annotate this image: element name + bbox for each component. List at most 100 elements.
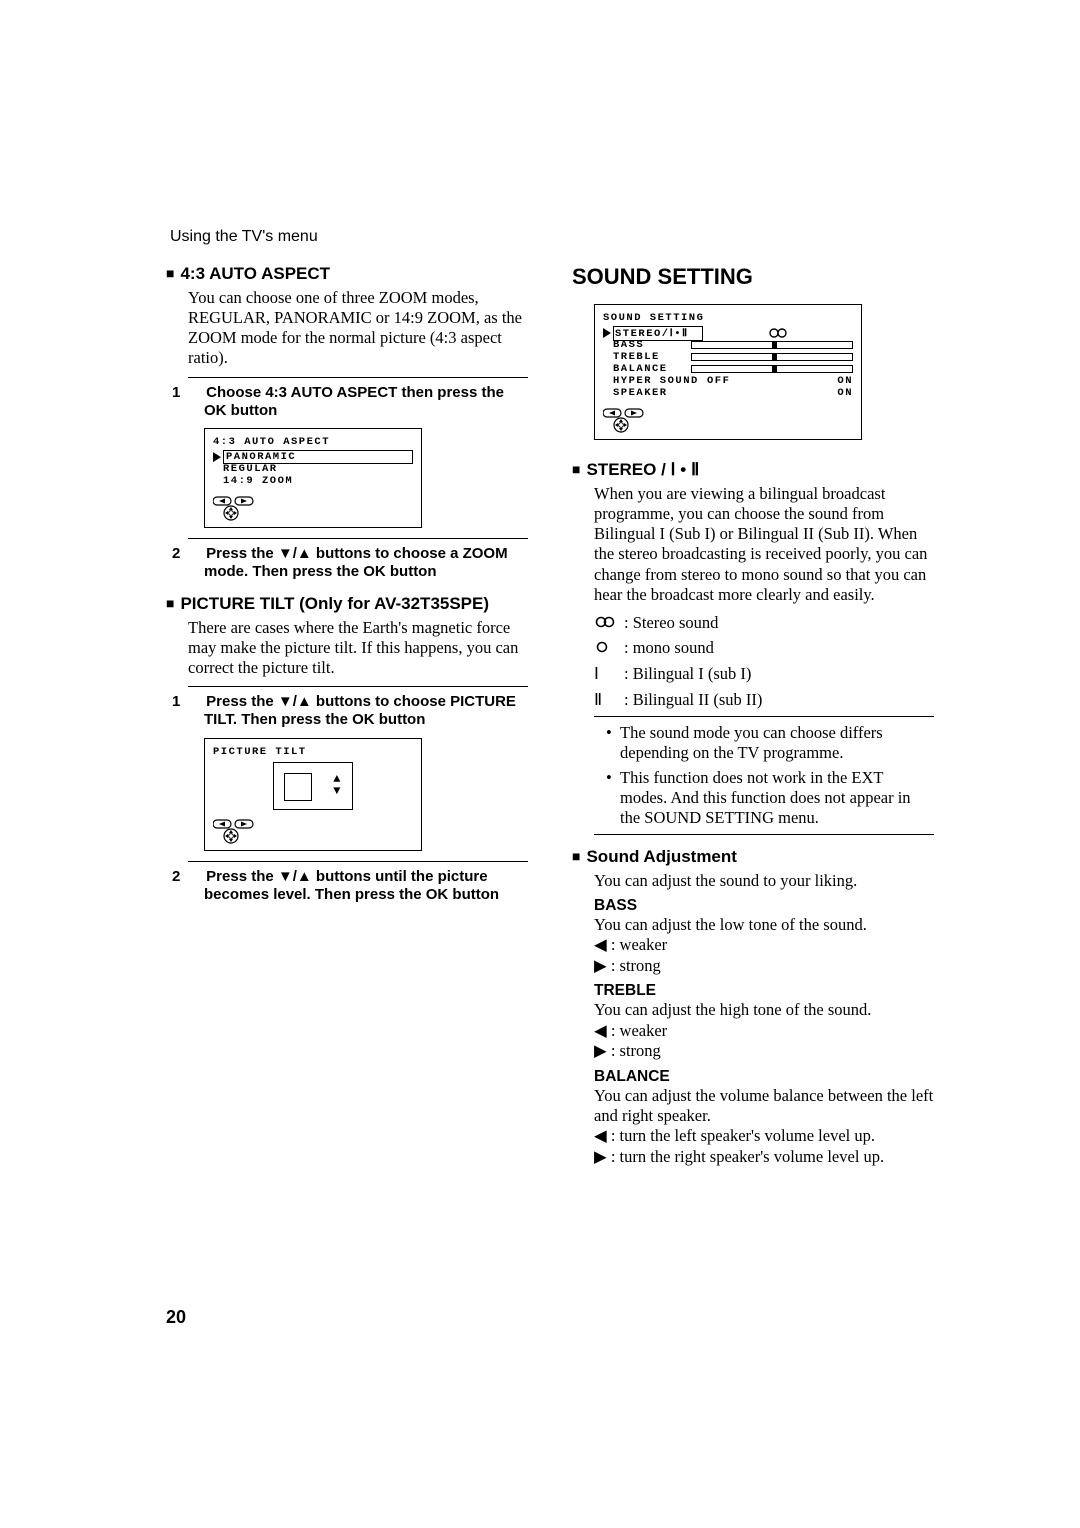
list-item: : Stereo sound <box>594 613 934 634</box>
osd-row: 14:9 ZOOM <box>213 475 413 487</box>
square-bullet-icon: ■ <box>166 595 174 611</box>
square-bullet-icon: ■ <box>572 848 580 864</box>
balance-body: You can adjust the volume balance betwee… <box>572 1086 934 1126</box>
stereo-notes: •The sound mode you can choose differs d… <box>572 723 934 828</box>
left-arrow-icon: ◀ <box>594 935 607 956</box>
left-arrow-icon: ◀ <box>594 1126 607 1147</box>
auto-aspect-step-1: 1 Choose 4:3 AUTO ASPECT then press the … <box>166 384 528 421</box>
balance-right: ▶ : turn the right speaker's volume leve… <box>572 1147 934 1168</box>
list-item: Ⅰ : Bilingual I (sub I) <box>594 664 934 685</box>
arrow-label: : turn the right speaker's volume level … <box>607 1147 884 1166</box>
right-column: SOUND SETTING SOUND SETTING STEREO/Ⅰ•Ⅱ B… <box>572 264 934 1167</box>
list-label: : Bilingual I (sub I) <box>624 664 751 685</box>
osd-row-selected: PANORAMIC <box>213 451 413 463</box>
osd-row: BALANCE <box>603 363 853 375</box>
note-text: The sound mode you can choose differs de… <box>620 723 934 763</box>
ok-label: OK <box>363 563 386 580</box>
balance-heading: BALANCE <box>572 1068 934 1086</box>
left-arrow-icon: ◀ <box>594 1021 607 1042</box>
square-bullet-icon: ■ <box>572 461 580 477</box>
osd-nav-icon <box>213 495 413 521</box>
page-number: 20 <box>166 1307 186 1328</box>
osd-label: SPEAKER <box>613 387 703 399</box>
heading-text: PICTURE TILT (Only for AV-32T35SPE) <box>180 594 489 614</box>
osd-label: HYPER SOUND <box>613 375 703 387</box>
arrow-label: : turn the left speaker's volume level u… <box>607 1126 875 1145</box>
osd-title: PICTURE TILT <box>213 746 413 758</box>
bilingual-2-icon: Ⅱ <box>594 690 624 711</box>
stereo-body: When you are viewing a bilingual broadca… <box>572 484 934 605</box>
step-number: 1 <box>188 693 202 711</box>
osd-opt: 14:9 ZOOM <box>223 475 293 487</box>
divider <box>188 538 528 539</box>
osd-value: OFFON <box>703 375 853 387</box>
step-number: 1 <box>188 384 202 402</box>
list-label: : Bilingual II (sub II) <box>624 690 762 711</box>
osd-label: TREBLE <box>613 351 691 363</box>
treble-heading: TREBLE <box>572 982 934 1000</box>
tilt-arrows-icon: ▲▼ <box>333 773 342 797</box>
osd-selected: PANORAMIC <box>223 450 413 464</box>
step-text-c: button <box>375 711 426 728</box>
osd-row: BASS <box>603 339 853 351</box>
down-up-icon: ▼/▲ <box>278 868 312 885</box>
slider-icon <box>691 365 853 373</box>
arrow-label: : weaker <box>607 1021 667 1040</box>
osd-title: SOUND SETTING <box>603 312 853 324</box>
step-text-c: button <box>448 886 499 903</box>
step-text: Press the <box>206 693 278 710</box>
heading-auto-aspect: ■ 4:3 AUTO ASPECT <box>166 264 528 284</box>
heading-sound-adjust: ■ Sound Adjustment <box>572 847 934 867</box>
down-up-icon: ▼/▲ <box>278 545 312 562</box>
bullet-icon: • <box>606 768 620 828</box>
divider <box>594 834 934 835</box>
osd-row: SPEAKERON <box>603 387 853 399</box>
osd-label: BASS <box>613 339 691 351</box>
slider-icon <box>691 353 853 361</box>
heading-text: Sound Adjustment <box>586 847 736 867</box>
ok-label: OK <box>352 711 375 728</box>
list-label: : Stereo sound <box>624 613 718 634</box>
arrow-label: : weaker <box>607 935 667 954</box>
cursor-icon <box>603 328 611 338</box>
step-text: Press the <box>206 545 278 562</box>
step-text-b: button <box>227 402 278 419</box>
osd-sound-setting: SOUND SETTING STEREO/Ⅰ•Ⅱ BASS TREBLE BAL… <box>594 304 862 440</box>
ok-label: OK <box>426 886 449 903</box>
osd-nav-icon <box>603 407 853 433</box>
osd-auto-aspect: 4:3 AUTO ASPECT PANORAMIC REGULAR 14:9 Z… <box>204 428 422 528</box>
tilt-body: There are cases where the Earth's magnet… <box>166 618 528 678</box>
tilt-preview-icon: ▲▼ <box>273 762 353 810</box>
bass-weaker: ◀ : weaker <box>572 935 934 956</box>
stereo-symbol-list: : Stereo sound : mono sound Ⅰ : Bilingua… <box>572 613 934 711</box>
ok-label: OK <box>204 402 227 419</box>
adjust-body: You can adjust the sound to your liking. <box>572 871 934 891</box>
bass-body: You can adjust the low tone of the sound… <box>572 915 934 935</box>
auto-aspect-step-2: 2 Press the ▼/▲ buttons to choose a ZOOM… <box>166 545 528 582</box>
right-arrow-icon: ▶ <box>594 956 607 977</box>
divider <box>188 377 528 378</box>
treble-body: You can adjust the high tone of the soun… <box>572 1000 934 1020</box>
tilt-step-2: 2 Press the ▼/▲ buttons until the pictur… <box>166 868 528 905</box>
treble-strong: ▶ : strong <box>572 1041 934 1062</box>
osd-value: ON <box>703 387 853 399</box>
arrow-label: : strong <box>607 956 661 975</box>
bass-strong: ▶ : strong <box>572 956 934 977</box>
left-column: ■ 4:3 AUTO ASPECT You can choose one of … <box>166 264 528 1167</box>
osd-row: STEREO/Ⅰ•Ⅱ <box>603 327 853 339</box>
list-item: •The sound mode you can choose differs d… <box>606 723 934 763</box>
auto-aspect-body: You can choose one of three ZOOM modes, … <box>166 288 528 369</box>
list-item: Ⅱ : Bilingual II (sub II) <box>594 690 934 711</box>
step-number: 2 <box>188 545 202 563</box>
mono-icon <box>594 638 624 659</box>
osd-opt: REGULAR <box>223 463 278 475</box>
treble-weaker: ◀ : weaker <box>572 1021 934 1042</box>
square-bullet-icon: ■ <box>166 265 174 281</box>
osd-label: BALANCE <box>613 363 691 375</box>
heading-sound-setting: SOUND SETTING <box>572 264 934 290</box>
cursor-icon <box>213 452 221 462</box>
heading-text: STEREO / Ⅰ • Ⅱ <box>586 460 699 480</box>
tilt-step-1: 1 Press the ▼/▲ buttons to choose PICTUR… <box>166 693 528 730</box>
list-label: : mono sound <box>624 638 714 659</box>
step-number: 2 <box>188 868 202 886</box>
